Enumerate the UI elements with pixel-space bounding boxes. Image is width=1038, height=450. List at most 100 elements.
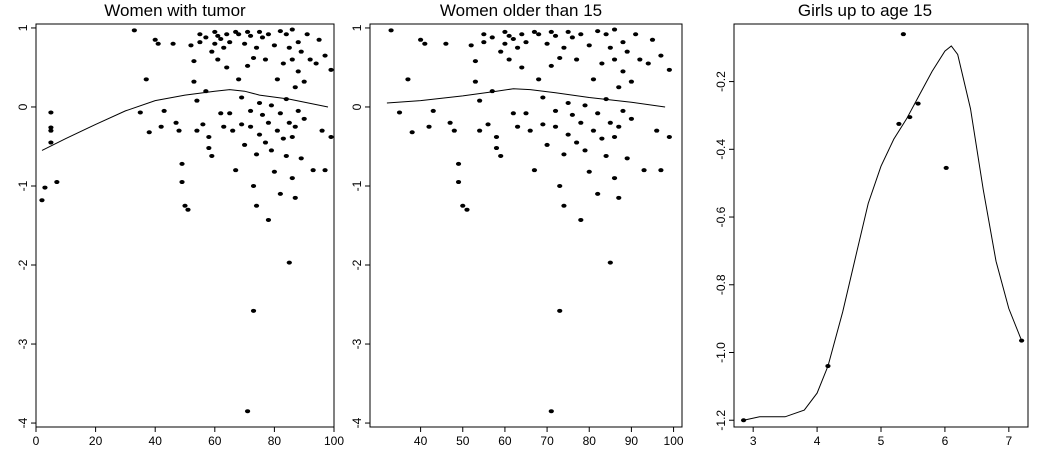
x-tick-label: 0 [33,434,40,448]
data-point [322,53,328,58]
data-point [409,130,415,135]
data-point [253,45,260,50]
x-tick-label: 80 [583,434,597,448]
data-point [561,45,567,50]
data-point [586,169,592,174]
y-tick-label: 1 [350,24,364,31]
data-point [519,65,525,70]
data-point [460,203,466,208]
y-tick-label: -1.0 [714,342,728,363]
data-point [301,79,307,84]
data-point [405,77,411,82]
scatter-plot: 0 20 40 60 80 100 1 0 -1 -2 -3 -4 [16,23,344,448]
data-point [227,111,233,116]
data-point [578,32,584,37]
x-tick-label: 7 [1005,434,1012,448]
data-point [262,57,269,62]
data-point [215,33,221,38]
data-point [477,128,483,133]
data-point [256,132,263,137]
data-point [552,124,559,129]
data-point [292,124,298,129]
data-point [209,49,215,54]
data-point [498,153,504,158]
data-point [328,67,334,72]
data-point [316,37,322,42]
data-point [590,128,597,133]
panel-title: Women with tumor [104,1,246,20]
data-point [531,168,538,173]
y-tick-label: -2 [16,259,30,270]
data-point [194,98,200,103]
data-point [654,128,660,133]
data-point [233,168,239,173]
y-tick-label: -1 [16,180,30,191]
data-point [481,40,487,45]
data-point [242,41,248,46]
data-point [544,41,550,46]
data-point [301,116,307,121]
data-point [247,124,254,129]
data-point [265,120,272,125]
data-point [666,67,672,72]
data-point [322,168,328,173]
data-point [239,95,245,100]
data-point [595,111,601,116]
data-point [582,103,588,108]
data-point [573,140,580,145]
x-tick-label: 40 [414,434,428,448]
y-tick-label: 0 [350,103,364,110]
data-point [170,41,176,46]
y-tick-label: -0.6 [714,206,728,227]
data-point [451,128,457,133]
data-point [611,134,618,139]
data-point [595,191,601,196]
data-point [206,146,212,151]
data-point [224,65,230,70]
data-point [514,45,521,50]
data-point [624,156,630,161]
x-tick-label: 70 [540,434,554,448]
data-point [191,79,197,84]
data-point [502,29,508,34]
data-point [658,53,664,58]
data-point [628,116,635,121]
data-point [447,120,453,125]
data-point [143,77,149,82]
data-point [907,115,913,120]
data-point [259,35,266,40]
y-tick-label: 0 [16,103,30,110]
x-tick-label: 100 [664,434,684,448]
data-point [48,110,54,115]
scatter-plot: 40 50 60 70 80 90 100 1 0 -1 -2 -3 -4 [350,23,684,448]
smooth-curve [41,89,329,151]
data-point [304,32,310,37]
data-point [274,128,280,133]
data-point [250,308,257,313]
x-tick-label: 90 [625,434,639,448]
data-point [740,418,747,423]
data-point [271,169,277,174]
data-point [578,120,584,125]
data-point [239,122,245,127]
data-point [271,43,277,48]
data-point [477,98,483,103]
data-point [523,111,529,116]
data-point [455,161,462,166]
data-point [244,29,251,34]
data-point [565,101,571,106]
data-point [607,120,613,125]
x-tick-label: 6 [942,434,949,448]
data-point [493,134,500,139]
data-point [152,37,158,42]
data-point [527,128,533,133]
data-point [468,43,474,48]
data-point [227,40,233,45]
data-point [586,43,592,48]
data-point [943,165,949,170]
data-point [313,61,319,66]
data-point [637,57,643,62]
data-point [295,40,301,45]
data-point [603,97,609,102]
x-tick-label: 5 [878,434,885,448]
